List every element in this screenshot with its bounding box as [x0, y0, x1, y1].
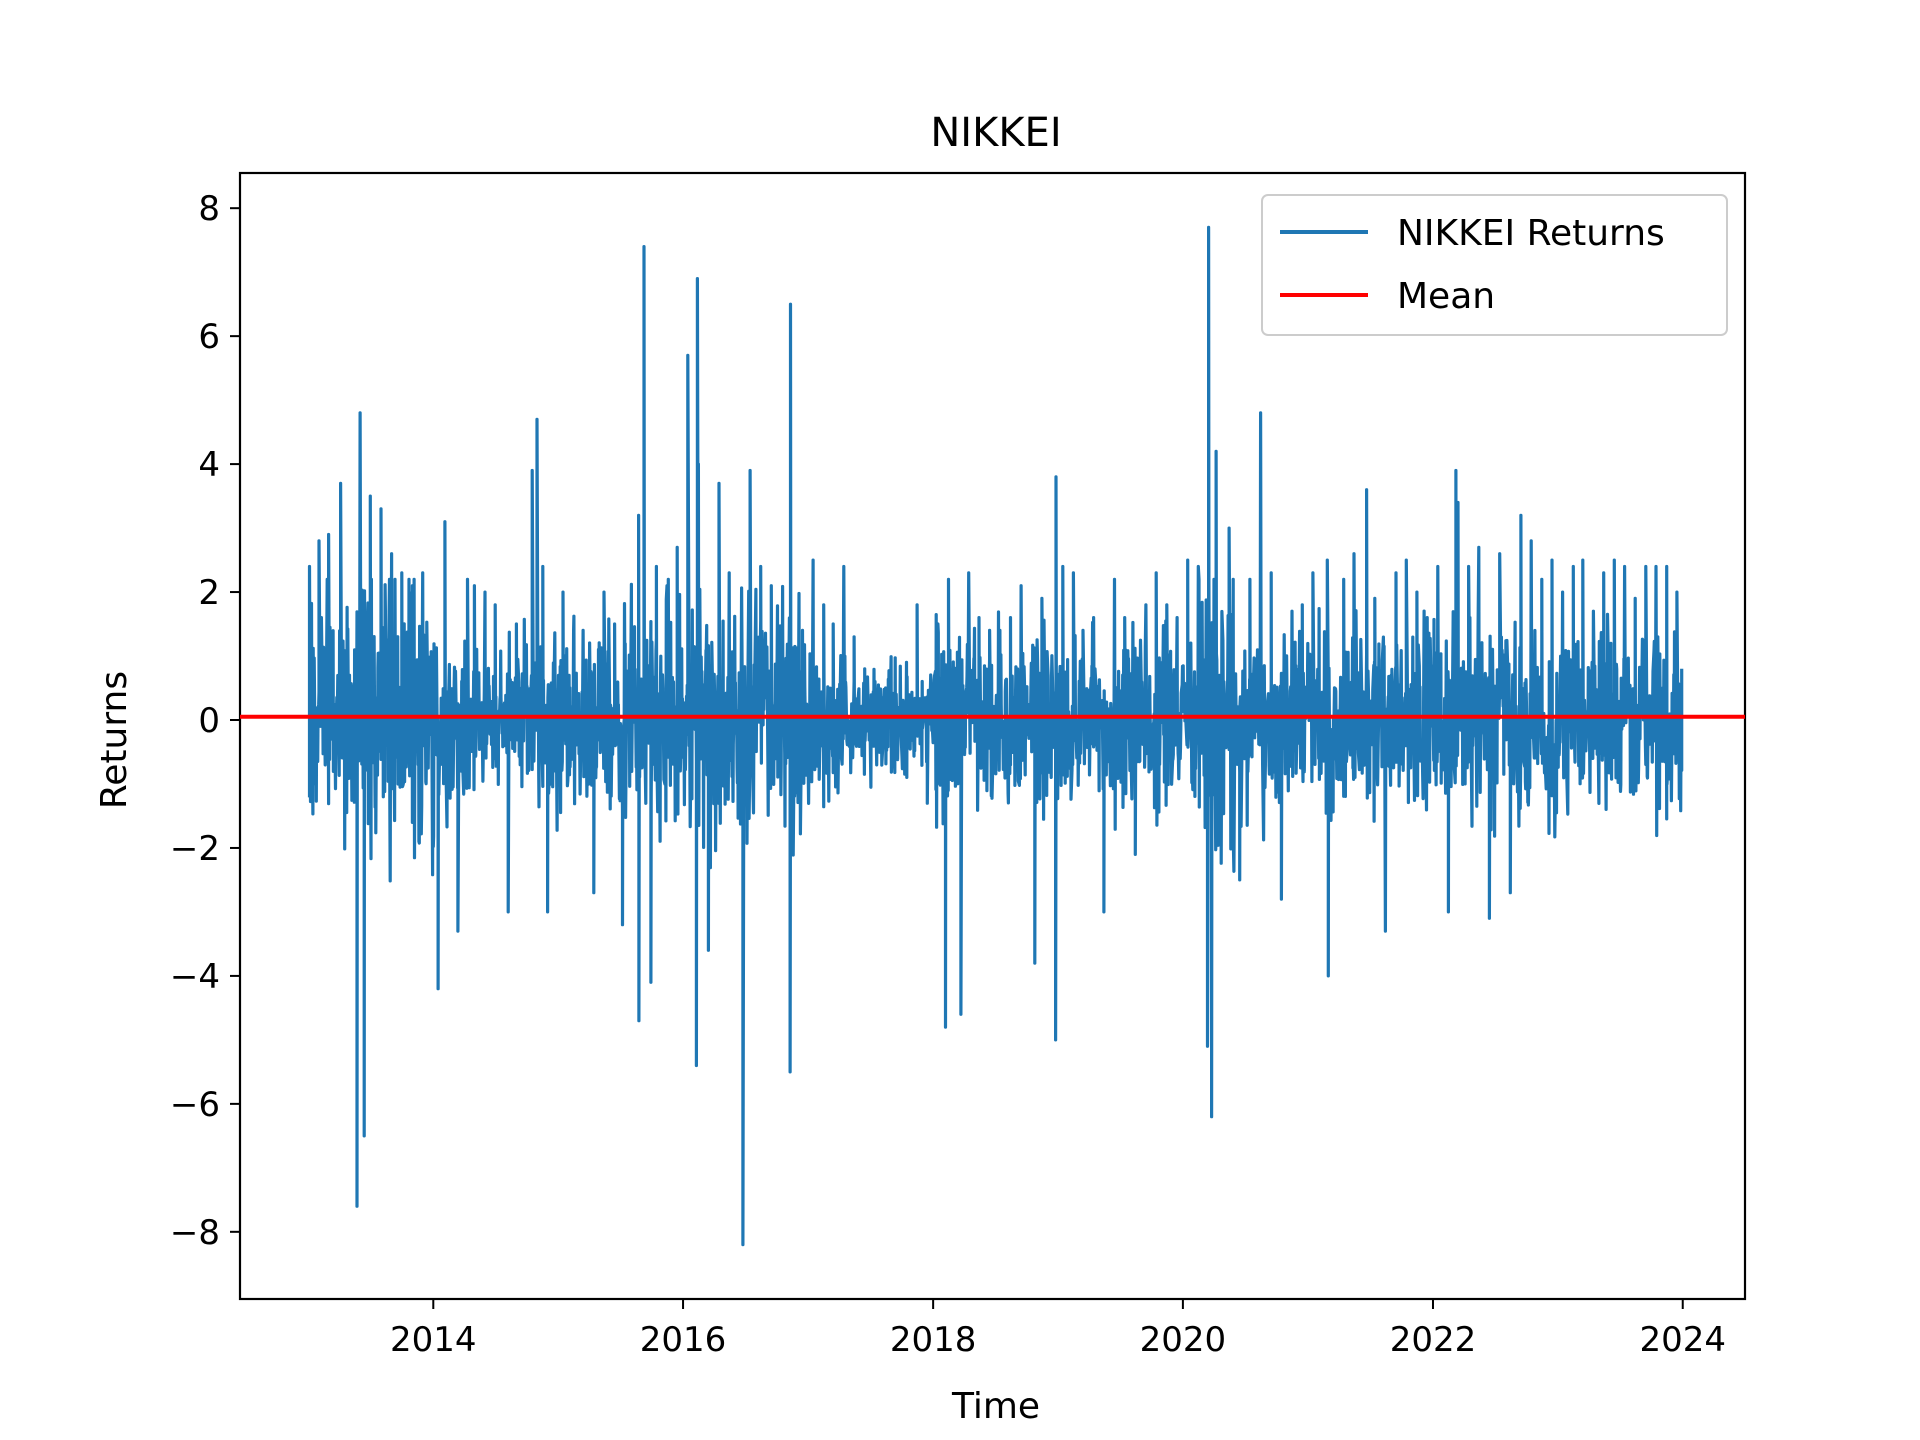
- legend-mean-label: Mean: [1397, 276, 1495, 317]
- x-tick-label: 2022: [1390, 1320, 1477, 1360]
- series-layer: [307, 225, 1684, 1247]
- y-tick-label: 2: [198, 573, 220, 613]
- x-axis-label: Time: [951, 1386, 1040, 1427]
- y-tick-label: −2: [170, 829, 220, 869]
- y-tick-label: 4: [198, 445, 220, 485]
- legend: NIKKEI Returns Mean: [1261, 194, 1728, 336]
- y-ticks: −8 −6 −4 −2 0 2 4 6 8: [170, 189, 240, 1253]
- chart-title: NIKKEI: [930, 110, 1061, 156]
- plot-area: [238, 171, 1747, 1301]
- y-tick-label: −4: [170, 957, 220, 997]
- x-tick-label: 2024: [1639, 1320, 1726, 1360]
- y-tick-label: −8: [170, 1213, 220, 1253]
- legend-returns-label: NIKKEI Returns: [1397, 213, 1665, 254]
- y-tick-label: 0: [198, 701, 220, 741]
- legend-box: [1261, 194, 1728, 336]
- x-tick-label: 2014: [390, 1320, 477, 1360]
- x-ticks: 2014 2016 2018 2020 2022 2024: [390, 1299, 1726, 1360]
- returns-series-line: [307, 225, 1684, 1247]
- y-tick-label: 6: [198, 317, 220, 357]
- x-tick-label: 2020: [1140, 1320, 1227, 1360]
- y-axis-label: Returns: [94, 671, 135, 809]
- x-tick-label: 2016: [640, 1320, 727, 1360]
- y-tick-label: 8: [198, 189, 220, 229]
- y-tick-label: −6: [170, 1085, 220, 1125]
- x-tick-label: 2018: [890, 1320, 977, 1360]
